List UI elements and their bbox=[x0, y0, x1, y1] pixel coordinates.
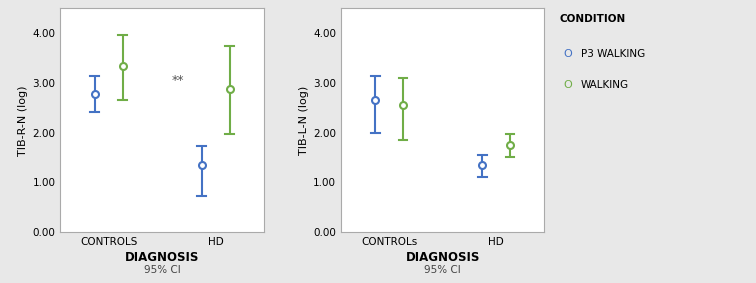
Text: WALKING: WALKING bbox=[581, 80, 629, 90]
Text: CONDITION: CONDITION bbox=[559, 14, 626, 24]
Text: **: ** bbox=[172, 74, 184, 87]
Text: O: O bbox=[563, 80, 572, 90]
Text: P3 WALKING: P3 WALKING bbox=[581, 49, 645, 59]
Text: 95% CI: 95% CI bbox=[144, 265, 181, 275]
Text: 95% CI: 95% CI bbox=[424, 265, 461, 275]
Y-axis label: TIB-R-N (log): TIB-R-N (log) bbox=[18, 85, 29, 156]
Y-axis label: TIB-L-N (log): TIB-L-N (log) bbox=[299, 86, 309, 155]
X-axis label: DIAGNOSIS: DIAGNOSIS bbox=[405, 251, 480, 264]
X-axis label: DIAGNOSIS: DIAGNOSIS bbox=[125, 251, 200, 264]
Text: O: O bbox=[563, 49, 572, 59]
